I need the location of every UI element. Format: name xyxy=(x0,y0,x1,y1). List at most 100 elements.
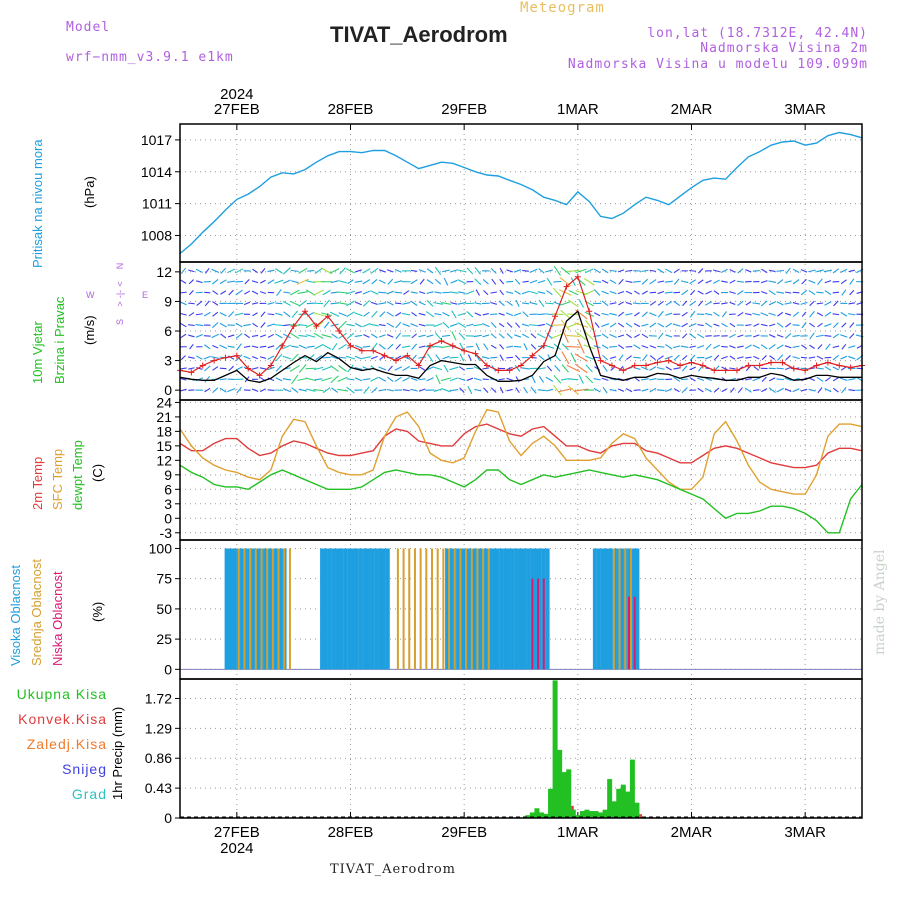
wind-vector xyxy=(538,299,545,308)
gust-marker xyxy=(381,352,388,359)
wind-vector xyxy=(346,332,355,339)
wind-vector xyxy=(522,280,529,283)
top-xtick-label: 2MAR xyxy=(671,101,713,118)
wind-vector xyxy=(665,301,673,306)
wind-vector xyxy=(337,301,348,305)
wind-vector xyxy=(625,355,633,360)
wind-vector xyxy=(578,298,585,308)
wind-vector xyxy=(641,278,649,285)
wind-vector xyxy=(785,312,792,316)
wind-vector xyxy=(753,334,760,338)
wind-vector xyxy=(705,343,712,350)
wind-vector xyxy=(386,301,394,306)
wind-vector xyxy=(545,388,554,392)
wind-vector xyxy=(698,365,704,372)
wind-vector xyxy=(721,355,728,360)
wind-vector xyxy=(180,367,187,370)
wind-vector xyxy=(545,376,554,382)
precip-bar xyxy=(575,815,581,818)
wind-vector xyxy=(585,375,594,384)
wind-vector xyxy=(705,290,712,295)
wind-vector xyxy=(506,388,513,392)
wind-vector xyxy=(260,388,266,393)
wind-vector xyxy=(473,377,482,381)
wind-vector xyxy=(583,277,595,286)
wind-vector xyxy=(560,301,571,306)
wind-vector xyxy=(411,343,418,350)
wind-vector xyxy=(522,302,530,305)
wind-vector xyxy=(402,302,411,305)
wind-vector xyxy=(840,355,848,360)
wind-vector xyxy=(585,364,593,373)
precip-bar xyxy=(552,680,558,818)
gust-marker xyxy=(495,367,502,374)
wind-vector xyxy=(449,356,459,359)
wind-vector xyxy=(282,344,291,349)
top-xtick-label: 1MAR xyxy=(557,101,599,118)
wind-vector xyxy=(745,356,752,359)
wind-vector xyxy=(625,290,633,295)
gust-marker xyxy=(256,372,263,379)
wind-vector xyxy=(315,355,323,361)
wind-vector xyxy=(347,364,354,373)
svg-text:<: < xyxy=(115,281,125,286)
wind-vector xyxy=(244,290,251,295)
wind-vector xyxy=(824,335,832,337)
wind-vector xyxy=(777,354,784,361)
gust-marker xyxy=(779,359,786,366)
wind-vector xyxy=(394,269,402,273)
wind-vector xyxy=(442,355,450,360)
wind-vector xyxy=(537,323,545,327)
wind-vector xyxy=(575,290,588,296)
wind-vector xyxy=(228,311,235,318)
wind-vector xyxy=(801,344,807,350)
wind-vector xyxy=(553,280,562,283)
wind-vector xyxy=(499,386,504,394)
wind-vector xyxy=(506,291,514,294)
precip-bar xyxy=(534,808,540,818)
wind-vector xyxy=(531,375,536,384)
wind-vector xyxy=(411,333,417,339)
gust-marker xyxy=(813,362,820,369)
wind-vector xyxy=(370,290,379,295)
grid-lines xyxy=(180,124,862,818)
wind-vector xyxy=(378,388,387,392)
wind-vector xyxy=(361,356,371,360)
wind-vector xyxy=(816,312,824,317)
wind-vector xyxy=(801,321,807,329)
wind-vector xyxy=(824,376,831,382)
wind-vector xyxy=(378,291,387,294)
wind-vector xyxy=(220,333,227,339)
wind-vector xyxy=(809,322,815,328)
wind-vector xyxy=(625,322,633,328)
wind-vector xyxy=(298,364,307,373)
wind-vector xyxy=(473,323,483,327)
wind-vector xyxy=(832,345,840,349)
wind-vector xyxy=(840,334,848,338)
precip-bar xyxy=(598,812,604,818)
wind-vector xyxy=(387,343,394,350)
wind-vector xyxy=(227,280,236,283)
wind-vector xyxy=(785,355,791,361)
wind-vector xyxy=(204,344,211,350)
conv-precip-bar xyxy=(639,814,642,818)
wind-vector xyxy=(848,355,856,360)
wind-vector xyxy=(394,280,403,284)
wind-vector xyxy=(457,279,467,285)
wind-vector xyxy=(450,279,458,284)
wind-vector xyxy=(776,269,784,272)
wind-vector xyxy=(329,268,340,274)
gust-marker xyxy=(563,283,570,290)
wind-vector xyxy=(354,366,363,370)
precip-bar xyxy=(538,812,544,818)
wind-vector xyxy=(386,388,394,392)
bottom-year-label: 2024 xyxy=(220,840,253,857)
wind-vector xyxy=(466,345,474,348)
wind-vector xyxy=(483,289,489,296)
wind-vector xyxy=(434,291,442,294)
wind-vector xyxy=(633,333,640,338)
wind-vector xyxy=(260,268,266,274)
wind-vector xyxy=(753,323,760,327)
gust-marker xyxy=(358,347,365,354)
wind-vector xyxy=(808,290,816,296)
